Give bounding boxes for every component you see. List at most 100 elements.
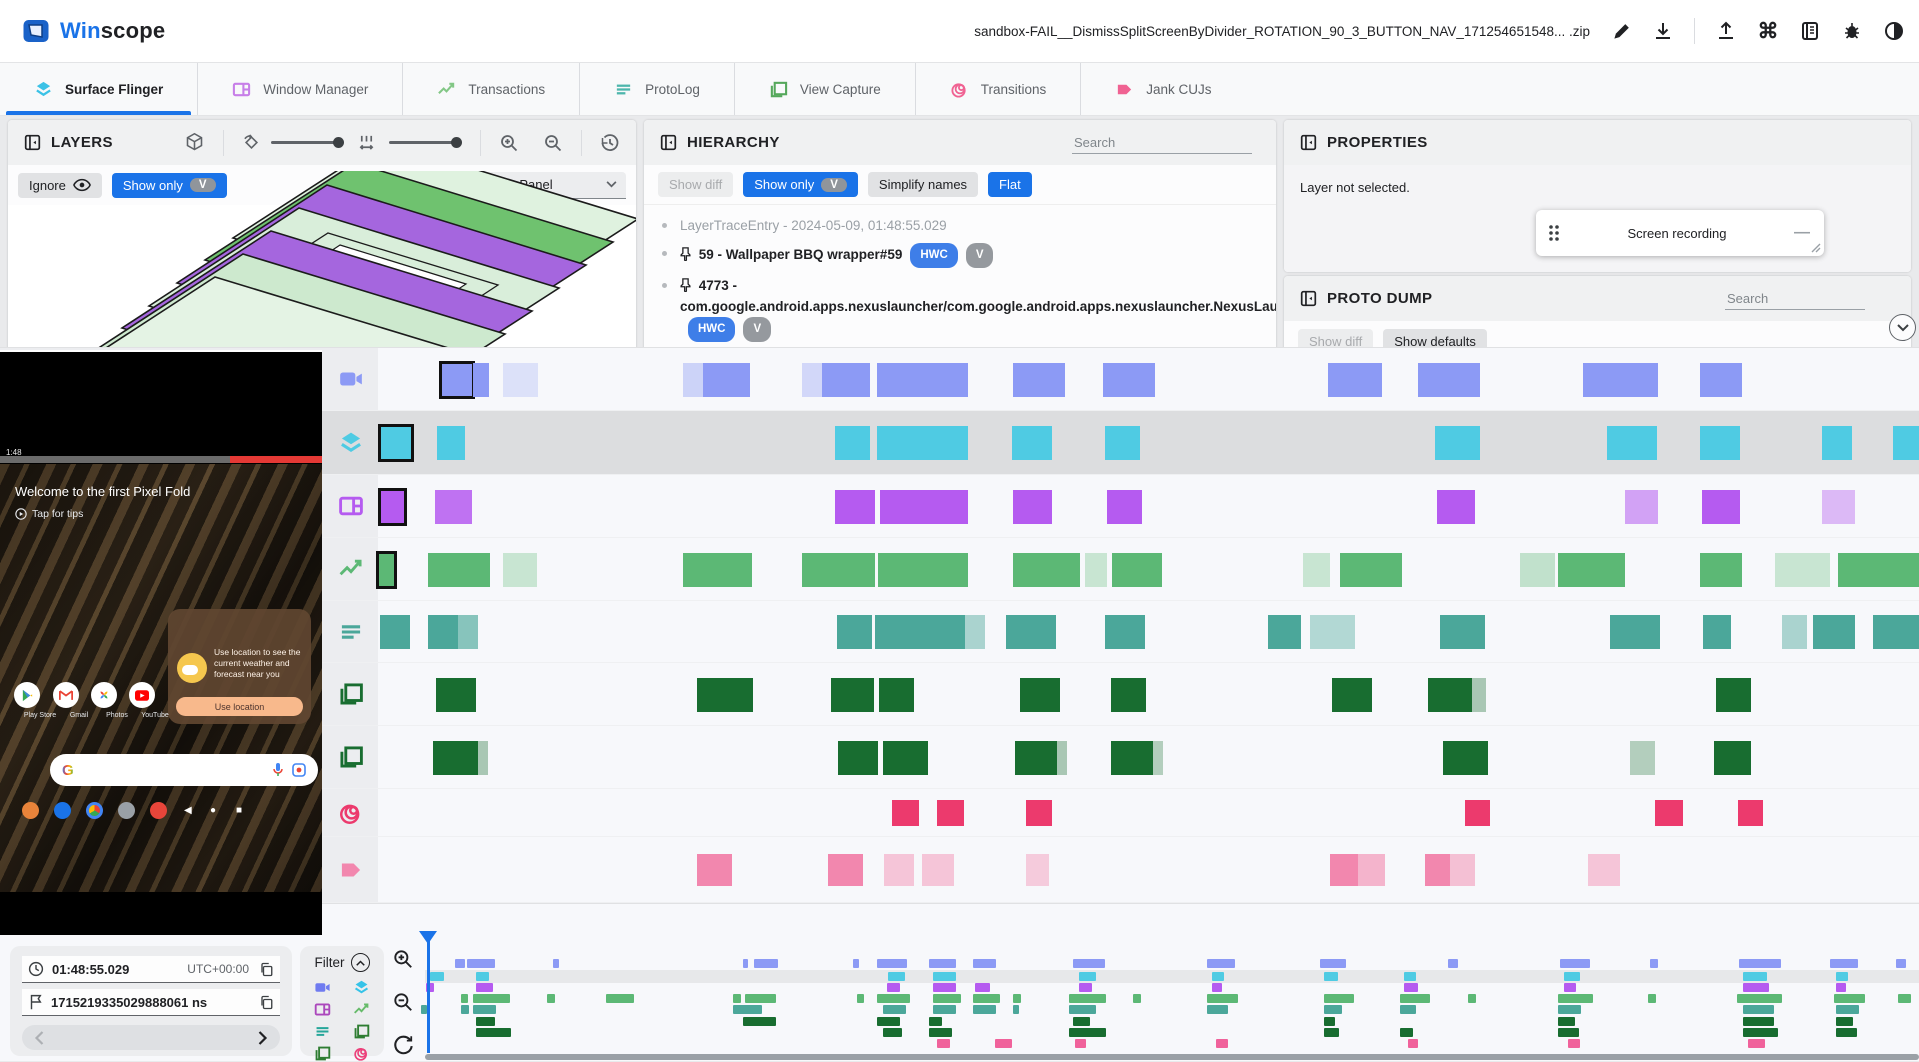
trace-entry-block[interactable]: [1435, 426, 1480, 460]
spacing-slider[interactable]: [389, 137, 462, 148]
tab-view-capture[interactable]: View Capture: [735, 63, 916, 115]
filter-surface-flinger-icon[interactable]: [353, 979, 370, 996]
show-defaults-button[interactable]: Show defaults: [1383, 328, 1487, 347]
trace-entry-block[interactable]: [1700, 426, 1740, 460]
filter-view-capture-icon[interactable]: [314, 1045, 331, 1062]
trace-entry-block[interactable]: [1013, 552, 1080, 587]
trace-entry-block[interactable]: [822, 362, 870, 397]
drag-handle-icon[interactable]: [1548, 224, 1560, 242]
timeline-row-transitions[interactable]: [0, 789, 1919, 837]
trace-entry-block[interactable]: [878, 552, 968, 587]
next-entry-icon[interactable]: [257, 1030, 268, 1045]
trace-entry-block[interactable]: [1775, 552, 1830, 587]
mini-timeline[interactable]: [421, 923, 1919, 1062]
trace-entry-block[interactable]: [1358, 854, 1385, 886]
trace-entry-block[interactable]: [1520, 552, 1555, 587]
tab-window-manager[interactable]: Window Manager: [198, 63, 404, 115]
copy-icon[interactable]: [259, 995, 274, 1010]
trace-entry-block[interactable]: [875, 615, 965, 649]
trace-entry-block[interactable]: [1013, 489, 1052, 524]
filter-protolog-icon[interactable]: [314, 1023, 331, 1040]
trace-entry-block[interactable]: [1440, 615, 1485, 649]
collapse-properties-button[interactable]: [1889, 314, 1916, 341]
layers-show-only-button[interactable]: Show only V: [111, 172, 227, 198]
3d-cube-icon[interactable]: [184, 132, 205, 153]
trace-entry-block[interactable]: [838, 740, 878, 775]
trace-entry-block[interactable]: [1607, 426, 1657, 460]
trace-entry-block[interactable]: [435, 489, 472, 524]
resize-handle-icon[interactable]: [1811, 243, 1821, 253]
trace-entry-block[interactable]: [879, 677, 914, 712]
previous-entry-icon[interactable]: [34, 1030, 45, 1045]
trace-entry-block[interactable]: [1107, 489, 1142, 524]
trace-entry-block[interactable]: [1700, 362, 1742, 397]
dark-mode-toggle-icon[interactable]: [1883, 20, 1905, 42]
trace-entry-block[interactable]: [922, 854, 954, 886]
tree-node-root[interactable]: LayerTraceEntry - 2024-05-09, 01:48:55.0…: [658, 215, 1270, 236]
simplify-names-button[interactable]: Simplify names: [867, 172, 979, 197]
trace-entry-block[interactable]: [837, 615, 872, 649]
trace-entry-block[interactable]: [1703, 615, 1731, 649]
trace-entry-block[interactable]: [835, 489, 875, 524]
trace-entry-block[interactable]: [428, 615, 458, 649]
documentation-icon[interactable]: [1799, 20, 1821, 42]
trace-entry-block[interactable]: [1443, 740, 1488, 775]
trace-entry-block[interactable]: [1472, 677, 1486, 712]
trace-entry-block[interactable]: [1655, 800, 1683, 826]
trace-entry-block[interactable]: [1013, 362, 1065, 397]
trace-entry-block[interactable]: [1330, 854, 1358, 886]
nanosecond-time-field[interactable]: 1715219335029888061 ns: [22, 989, 280, 1016]
trace-entry-block[interactable]: [883, 740, 928, 775]
trace-entry-block[interactable]: [1873, 615, 1919, 649]
trace-entry-block[interactable]: [1702, 489, 1740, 524]
timeline-cursor-line[interactable]: [427, 931, 430, 1053]
trace-entry-block[interactable]: [1700, 552, 1742, 587]
hierarchy-search-input[interactable]: [1072, 131, 1252, 154]
trace-entry-block[interactable]: [1450, 854, 1475, 886]
trace-entry-block[interactable]: [1268, 615, 1301, 649]
trace-entry-block[interactable]: [1838, 552, 1919, 587]
proto-dump-search-input[interactable]: [1725, 287, 1865, 310]
report-bug-icon[interactable]: [1841, 20, 1863, 42]
trace-entry-block[interactable]: [1738, 800, 1763, 826]
timeline-zoom-out-icon[interactable]: [392, 991, 414, 1013]
filter-view-capture-icon[interactable]: [353, 1023, 370, 1040]
trace-entry-block[interactable]: [437, 426, 465, 460]
trace-entry-block[interactable]: [1340, 552, 1402, 587]
tab-jank-cujs[interactable]: Jank CUJs: [1081, 63, 1245, 115]
trace-entry-block[interactable]: [1085, 552, 1107, 587]
trace-entry-block[interactable]: [802, 552, 875, 587]
filter-transitions-icon[interactable]: [353, 1045, 370, 1062]
layers-3d-view[interactable]: [8, 171, 636, 347]
download-trace-icon[interactable]: [1652, 20, 1674, 42]
trace-entry-block[interactable]: [378, 487, 407, 526]
trace-entry-block[interactable]: [1105, 426, 1140, 460]
trace-entry-block[interactable]: [436, 677, 476, 712]
timeline-row-protolog[interactable]: [0, 601, 1919, 663]
trace-entry-block[interactable]: [802, 362, 822, 397]
trace-entry-block[interactable]: [703, 362, 750, 397]
collapse-filter-button[interactable]: [350, 953, 370, 972]
trace-entry-block[interactable]: [1112, 552, 1162, 587]
timeline-row-transactions[interactable]: [0, 538, 1919, 601]
trace-entry-block[interactable]: [376, 550, 397, 589]
trace-entry-block[interactable]: [1714, 740, 1751, 775]
trace-entry-block[interactable]: [1588, 854, 1620, 886]
screen-recording-overlay-card[interactable]: Screen recording —: [1536, 210, 1824, 256]
trace-entry-block[interactable]: [378, 424, 414, 462]
pin-icon[interactable]: [680, 247, 691, 261]
trace-entry-block[interactable]: [1782, 615, 1807, 649]
trace-entry-block[interactable]: [965, 615, 985, 649]
trace-entry-block[interactable]: [1026, 800, 1052, 826]
minimize-overlay-button[interactable]: —: [1794, 224, 1810, 241]
timeline-scrollbar[interactable]: [425, 1054, 1919, 1060]
trace-entry-block[interactable]: [1558, 552, 1625, 587]
timeline-row-jank-cujs[interactable]: [0, 837, 1919, 903]
trace-entry-block[interactable]: [880, 489, 968, 524]
timeline-row-view-capture-taskbar[interactable]: [0, 663, 1919, 726]
trace-entry-block[interactable]: [380, 615, 410, 649]
zoom-in-icon[interactable]: [499, 133, 519, 153]
trace-entry-block[interactable]: [1425, 854, 1450, 886]
human-time-field[interactable]: 01:48:55.029 UTC+00:00: [22, 956, 280, 983]
trace-entry-block[interactable]: [1630, 740, 1655, 775]
